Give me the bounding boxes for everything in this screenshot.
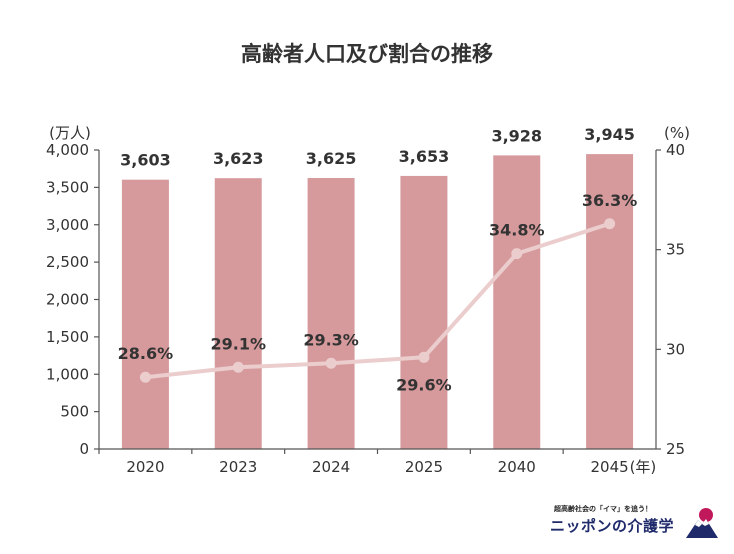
left-tick-label: 2,500 bbox=[46, 253, 89, 271]
site-logo: 超高齢社会の「イマ」を追う！ ニッポンの介護学 bbox=[550, 502, 720, 544]
chart-title: 高齢者人口及び割合の推移 bbox=[241, 42, 493, 66]
x-tick-label-2040: 2040 bbox=[498, 458, 536, 476]
bar-2023 bbox=[214, 178, 262, 449]
x-tick-label-2023: 2023 bbox=[219, 458, 257, 476]
bar-label-2025: 3,653 bbox=[399, 147, 450, 166]
right-tick-label: 40 bbox=[666, 141, 685, 159]
bar-label-2020: 3,603 bbox=[120, 151, 171, 170]
ratio-label-2023: 29.1% bbox=[210, 334, 266, 353]
right-tick-label: 30 bbox=[666, 340, 685, 358]
left-tick-label: 3,000 bbox=[46, 216, 89, 234]
left-tick-label: 3,500 bbox=[46, 178, 89, 196]
left-tick-label: 500 bbox=[60, 403, 89, 421]
ratio-label-2024: 29.3% bbox=[303, 330, 359, 349]
left-tick-label: 0 bbox=[79, 440, 89, 458]
x-axis-unit: (年) bbox=[630, 458, 657, 476]
ratio-label-2020: 28.6% bbox=[118, 344, 174, 363]
ratio-point-2040 bbox=[511, 248, 523, 260]
right-tick-label: 35 bbox=[666, 241, 685, 259]
bar-2045 bbox=[586, 154, 634, 449]
x-tick-label-2025: 2025 bbox=[405, 458, 443, 476]
bar-label-2024: 3,625 bbox=[306, 149, 357, 168]
ratio-point-2025 bbox=[418, 351, 430, 363]
bar-label-2023: 3,623 bbox=[213, 149, 264, 168]
x-tick-label-2045: 2045 bbox=[590, 458, 628, 476]
bar-2020 bbox=[121, 179, 169, 449]
bar-label-2045: 3,945 bbox=[584, 125, 635, 144]
left-tick-label: 1,000 bbox=[46, 365, 89, 383]
ratio-point-2020 bbox=[139, 371, 151, 383]
ratio-point-2023 bbox=[232, 361, 244, 373]
right-axis-unit: (%) bbox=[664, 124, 690, 142]
ratio-line bbox=[145, 221, 611, 380]
logo-name: ニッポンの介護学 bbox=[550, 517, 675, 535]
left-tick-label: 2,000 bbox=[46, 291, 89, 309]
mount-fuji-sun-icon bbox=[686, 508, 718, 538]
right-tick-label: 25 bbox=[666, 440, 685, 458]
ratio-point-2045 bbox=[604, 218, 616, 230]
bar-2024 bbox=[307, 178, 355, 449]
ratio-label-2045: 36.3% bbox=[582, 191, 638, 210]
left-tick-label: 4,000 bbox=[46, 141, 89, 159]
ratio-label-2025: 29.6% bbox=[396, 375, 452, 394]
x-tick-label-2020: 2020 bbox=[126, 458, 164, 476]
ratio-point-2024 bbox=[325, 357, 337, 369]
left-axis-unit: (万人) bbox=[49, 124, 91, 142]
left-tick-label: 1,500 bbox=[46, 328, 89, 346]
ratio-label-2040: 34.8% bbox=[489, 221, 545, 240]
bar-2025 bbox=[400, 175, 448, 450]
x-tick-label-2024: 2024 bbox=[312, 458, 350, 476]
bar-label-2040: 3,928 bbox=[491, 126, 542, 145]
logo-tagline: 超高齢社会の「イマ」を追う！ bbox=[554, 505, 652, 513]
bar-2040 bbox=[493, 155, 541, 449]
